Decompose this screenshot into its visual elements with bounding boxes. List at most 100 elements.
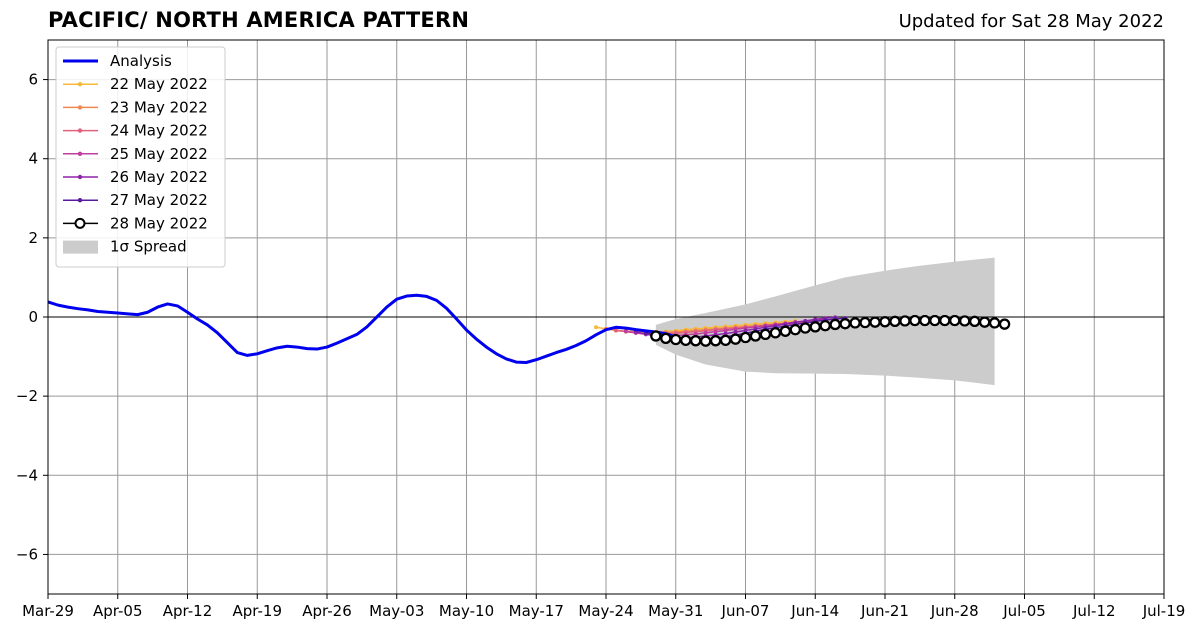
x-tick-label: Jul-12 (1072, 602, 1116, 620)
forecast-point (710, 335, 722, 347)
forecast-point (839, 318, 851, 330)
x-tick-label: Apr-19 (233, 602, 283, 620)
legend-marker (77, 128, 83, 133)
legend-item: 26 May 2022 (63, 168, 208, 186)
legend-item: 23 May 2022 (63, 98, 208, 116)
legend-item: 25 May 2022 (63, 145, 208, 163)
y-tick-label: 0 (28, 308, 38, 326)
x-tick-label: May-17 (509, 602, 564, 620)
x-tick-label: Apr-05 (93, 602, 143, 620)
forecast-point (799, 322, 811, 334)
legend: Analysis 22 May 2022 23 May 2022 24 May 202… (55, 46, 226, 268)
x-tick-label: Apr-12 (163, 602, 213, 620)
legend-marker (77, 105, 83, 110)
forecast-point (998, 318, 1011, 330)
forecast-point (729, 333, 742, 345)
y-tick-label: 6 (28, 71, 38, 89)
x-tick-label: Jun-07 (721, 602, 770, 620)
updated-date: Updated for Sat 28 May 2022 (898, 11, 1164, 32)
forecast-point (869, 316, 881, 328)
legend-marker (77, 151, 83, 156)
forecast-point (779, 325, 791, 337)
forecast-point (693, 332, 698, 337)
x-tick-label: Jun-21 (860, 602, 909, 620)
forecast-point (929, 314, 941, 327)
forecast-point (819, 320, 831, 332)
forecast-point (899, 315, 911, 327)
legend-item: 22 May 2022 (63, 75, 208, 93)
forecast-point (919, 314, 931, 327)
forecast-point (650, 330, 662, 342)
x-tick-label: May-10 (439, 602, 494, 620)
x-tick-label: Jul-05 (1002, 602, 1046, 620)
y-tick-label: 4 (28, 150, 38, 168)
forecast-point (733, 330, 738, 335)
forecast-point (703, 330, 708, 335)
y-axis: 6 4 2 0 −2 −4 −6 (16, 71, 48, 563)
forecast-point (690, 335, 702, 347)
forecast-point (613, 328, 618, 333)
analysis-line (47, 293, 687, 365)
legend-swatch (63, 240, 98, 254)
forecast-point (749, 330, 762, 342)
forecast-point (909, 314, 921, 327)
legend-label: 27 May 2022 (110, 191, 208, 209)
legend-marker (77, 174, 83, 180)
x-tick-label: May-24 (578, 602, 633, 620)
forecast-point (889, 315, 901, 327)
legend-label: 24 May 2022 (110, 122, 208, 140)
legend-label: Analysis (110, 52, 172, 70)
legend-label: 22 May 2022 (110, 75, 208, 93)
forecast-point (759, 328, 772, 341)
forecast-point (959, 315, 971, 327)
forecast-point (979, 316, 991, 328)
legend-label: 25 May 2022 (110, 145, 208, 163)
legend-marker (77, 197, 83, 203)
x-tick-label: Jun-28 (930, 602, 979, 620)
legend-marker (74, 217, 86, 229)
x-tick-label: Mar-29 (22, 602, 74, 620)
legend-label: 23 May 2022 (110, 98, 208, 116)
forecast-point (949, 314, 961, 327)
forecast-point (680, 334, 692, 346)
series (47, 293, 1011, 365)
legend-label: 28 May 2022 (110, 214, 208, 232)
forecast-point (660, 332, 672, 344)
forecast-point (849, 317, 861, 329)
legend-label: 26 May 2022 (110, 168, 208, 186)
legend-item: 24 May 2022 (63, 122, 208, 140)
legend-label: 1σ Spread (110, 238, 187, 256)
y-tick-label: −6 (16, 545, 38, 563)
forecast-point (969, 315, 981, 327)
forecast-point (723, 331, 728, 336)
forecast-point (700, 335, 712, 347)
forecast-point (719, 334, 732, 346)
forecast-point (594, 325, 599, 330)
legend-item: 28 May 2022 (63, 214, 208, 232)
forecast-point (989, 317, 1001, 329)
y-tick-label: 2 (28, 229, 38, 247)
legend-item: 27 May 2022 (63, 191, 208, 209)
x-tick-label: Jun-14 (790, 602, 839, 620)
y-tick-label: −2 (16, 387, 38, 405)
forecast-point (789, 324, 801, 336)
x-tick-label: May-03 (369, 602, 424, 620)
legend-item: Analysis (63, 52, 172, 70)
x-tick-label: May-31 (648, 602, 703, 620)
legend-box (55, 46, 226, 268)
chart-title: PACIFIC/ NORTH AMERICA PATTERN (48, 8, 470, 32)
forecast-point (769, 327, 781, 339)
forecast-point (670, 333, 682, 346)
forecast-point (739, 331, 752, 344)
legend-item: 1σ Spread (63, 238, 187, 256)
forecast-point (859, 316, 871, 329)
forecast-point (723, 328, 728, 333)
forecast-point (829, 318, 841, 331)
y-tick-label: −4 (16, 466, 38, 484)
legend-marker (77, 81, 83, 87)
forecast-point (809, 321, 821, 333)
forecast-point (713, 329, 718, 334)
x-axis: Mar-29 Apr-05 Apr-12 Apr-19 Apr-26 May-03 May-… (22, 594, 1185, 620)
forecast-point (939, 314, 951, 327)
